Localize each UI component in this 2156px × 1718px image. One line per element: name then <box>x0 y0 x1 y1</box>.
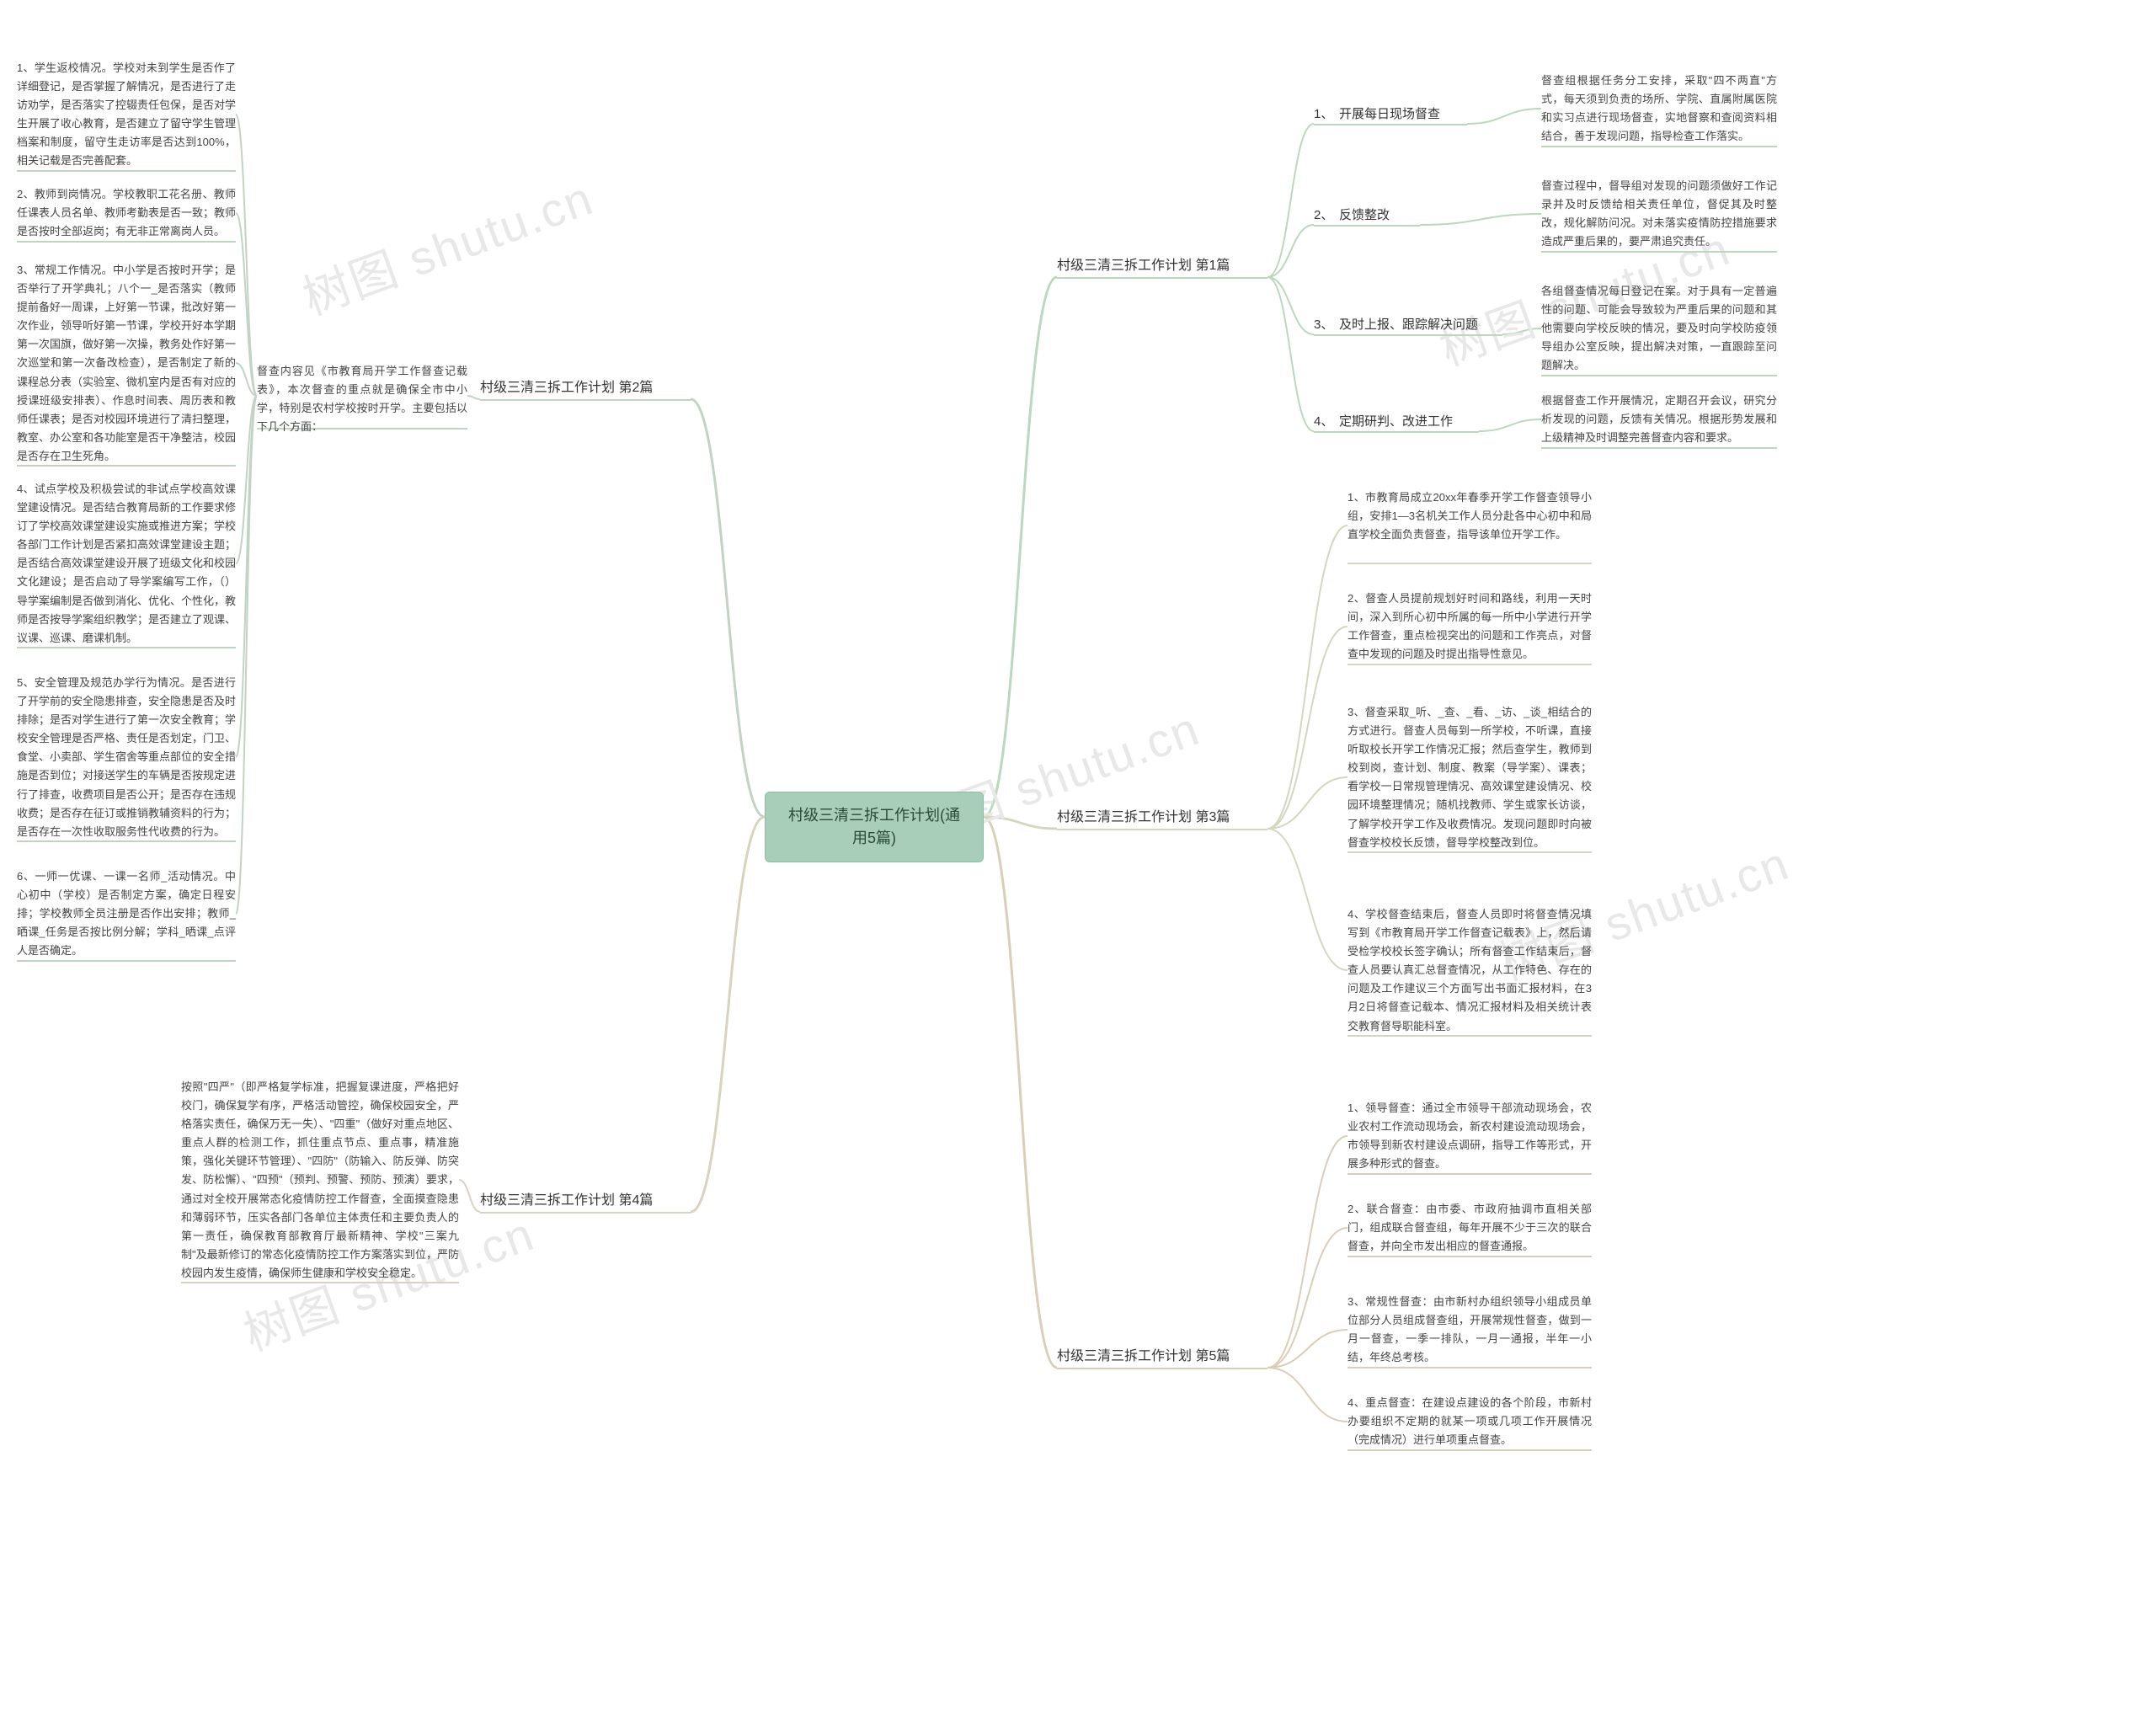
branch-label-p2: 村级三清三拆工作计划 第2篇 <box>480 379 691 397</box>
leaf-number: 3、 <box>1314 316 1333 333</box>
leaf-title-underline <box>1314 225 1420 227</box>
root-node: 村级三清三拆工作计划(通 用5篇) <box>765 792 984 862</box>
branch-underline <box>1057 277 1267 279</box>
leaf-underline <box>1348 1449 1592 1451</box>
leaf-text: 2、联合督查：由市委、市政府抽调市直相关部门，组成联合督查组，每年开展不少于三次… <box>1348 1200 1592 1256</box>
branch-label-p4: 村级三清三拆工作计划 第4篇 <box>480 1192 691 1210</box>
leaf-number: 4、 <box>1314 413 1333 430</box>
branch-underline <box>480 399 691 401</box>
watermark: 树图 shutu.cn <box>292 161 601 329</box>
leaf-text: 按照"四严"（即严格复学标准，把握复课进度，严格把好校门，确保复学有序，严格活动… <box>181 1078 459 1283</box>
branch-label-p3: 村级三清三拆工作计划 第3篇 <box>1057 808 1267 827</box>
branch-underline <box>480 1212 691 1214</box>
leaf-text: 6、一师一优课、一课一名师_活动情况。中心初中（学校）是否制定方案，确定日程安排… <box>17 867 236 960</box>
leaf-title-underline <box>1314 334 1502 336</box>
leaf-title-underline <box>1314 431 1479 433</box>
leaf-text: 2、督查人员提前规划好时间和路线，利用一天时间，深入到所心初中所属的每一所中小学… <box>1348 590 1592 664</box>
leaf-underline <box>1348 563 1592 564</box>
leaf-number: 2、 <box>1314 206 1333 224</box>
leaf-text: 根据督查工作开展情况，定期召开会议，研究分析发现的问题，反馈有关情况。根据形势发… <box>1541 392 1777 447</box>
leaf-text: 2、教师到岗情况。学校教职工花名册、教师任课表人员名单、教师考勤表是否一致；教师… <box>17 185 236 241</box>
leaf-text: 1、领导督查：通过全市领导干部流动现场会，农业农村工作流动现场会，新农村建设流动… <box>1348 1099 1592 1173</box>
leaf-title: 及时上报、跟踪解决问题 <box>1339 316 1478 333</box>
leaf-text: 督查过程中，督导组对发现的问题须做好工作记录并及时反馈给相关责任单位，督促其及时… <box>1541 177 1777 251</box>
branch-underline <box>1057 829 1267 830</box>
leaf-underline <box>17 241 236 243</box>
leaf-text: 4、重点督查：在建设点建设的各个阶段，市新村办要组织不定期的就某一项或几项工作开… <box>1348 1394 1592 1449</box>
leaf-text: 督查组根据任务分工安排，采取"四不两直"方式，每天须到负责的场所、学院、直属附属… <box>1541 72 1777 146</box>
leaf-text: 4、学校督查结束后，督查人员即时将督查情况填写到《市教育局开学工作督查记载表》上… <box>1348 905 1592 1036</box>
leaf-number: 1、 <box>1314 105 1333 123</box>
leaf-text: 1、学生返校情况。学校对未到学生是否作了详细登记，是否掌握了解情况，是否进行了走… <box>17 59 236 171</box>
leaf-text: 4、试点学校及积极尝试的非试点学校高效课堂建设情况。是否结合教育局新的工作要求修… <box>17 480 236 648</box>
leaf-title: 开展每日现场督查 <box>1339 105 1440 123</box>
leaf-underline <box>1348 1256 1592 1257</box>
leaf-text: 1、市教育局成立20xx年春季开学工作督查领导小组，安排1—3名机关工作人员分赴… <box>1348 488 1592 544</box>
root-text: 村级三清三拆工作计划(通 用5篇) <box>788 807 960 846</box>
leaf-text: 3、常规工作情况。中小学是否按时开学；是否举行了开学典礼；八个一_是否落实（教师… <box>17 261 236 466</box>
leaf-title: 反馈整改 <box>1339 206 1390 224</box>
branch-label-p1: 村级三清三拆工作计划 第1篇 <box>1057 257 1267 275</box>
leaf-title-underline <box>1314 124 1467 125</box>
leaf-text: 各组督查情况每日登记在案。对于具有一定普遍性的问题、可能会导致较为严重后果的问题… <box>1541 282 1777 375</box>
leaf-text-underline <box>1541 447 1777 449</box>
branch-underline <box>1057 1368 1267 1369</box>
leaf-title: 定期研判、改进工作 <box>1339 413 1453 430</box>
branch-label-p5: 村级三清三拆工作计划 第5篇 <box>1057 1347 1267 1366</box>
leaf-text: 5、安全管理及规范办学行为情况。是否进行了开学前的安全隐患排查，安全隐患是否及时… <box>17 674 236 841</box>
leaf-text: 3、常规性督查：由市新村办组织领导小组成员单位部分人员组成督查组，开展常规性督查… <box>1348 1293 1592 1367</box>
branch-intro: 督查内容见《市教育局开学工作督查记载表》，本次督查的重点就是确保全市中小学，特别… <box>257 362 467 436</box>
leaf-text: 3、督查采取_听、_查、_看、_访、_谈_相结合的方式进行。督查人员每到一所学校… <box>1348 703 1592 852</box>
